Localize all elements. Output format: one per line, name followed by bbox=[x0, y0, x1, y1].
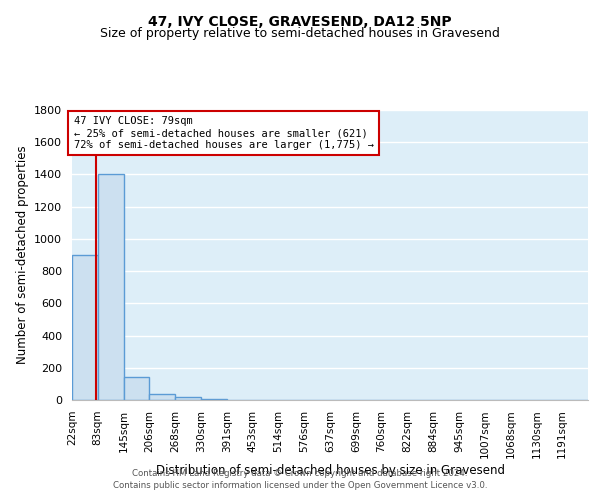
Bar bbox=[149, 394, 175, 400]
Bar bbox=[201, 399, 227, 400]
Y-axis label: Number of semi-detached properties: Number of semi-detached properties bbox=[16, 146, 29, 364]
Text: 47, IVY CLOSE, GRAVESEND, DA12 5NP: 47, IVY CLOSE, GRAVESEND, DA12 5NP bbox=[148, 15, 452, 29]
Text: 47 IVY CLOSE: 79sqm
← 25% of semi-detached houses are smaller (621)
72% of semi-: 47 IVY CLOSE: 79sqm ← 25% of semi-detach… bbox=[74, 116, 374, 150]
Bar bbox=[175, 397, 201, 400]
Bar bbox=[124, 376, 149, 400]
Bar bbox=[98, 174, 124, 400]
Text: Contains HM Land Registry data © Crown copyright and database right 2024.: Contains HM Land Registry data © Crown c… bbox=[132, 468, 468, 477]
Text: Contains public sector information licensed under the Open Government Licence v3: Contains public sector information licen… bbox=[113, 481, 487, 490]
X-axis label: Distribution of semi-detached houses by size in Gravesend: Distribution of semi-detached houses by … bbox=[155, 464, 505, 477]
Bar bbox=[72, 255, 98, 400]
Text: Size of property relative to semi-detached houses in Gravesend: Size of property relative to semi-detach… bbox=[100, 28, 500, 40]
